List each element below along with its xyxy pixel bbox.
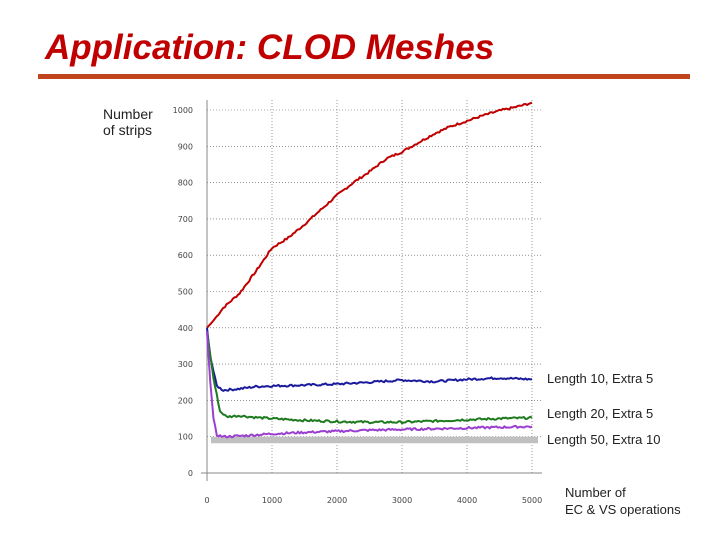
x-tick-label: 1000 <box>262 496 282 505</box>
x-tick-label: 2000 <box>327 496 347 505</box>
x-tick-label: 3000 <box>392 496 412 505</box>
y-tick-label: 500 <box>178 288 193 297</box>
y-axis-label-line: Number <box>103 106 153 122</box>
reference-band <box>211 436 538 444</box>
y-tick-label: 200 <box>178 396 193 405</box>
x-tick-label: 5000 <box>522 496 542 505</box>
legend-entry-length-20: Length 20, Extra 5 <box>547 406 654 421</box>
x-axis-label-line: Number of <box>565 485 626 500</box>
x-tick-label: 0 <box>204 496 209 505</box>
y-axis-label-line: of strips <box>103 122 153 138</box>
series-line-0 <box>206 101 533 329</box>
x-tick-label: 4000 <box>457 496 477 505</box>
x-axis-label-line: EC & VS operations <box>565 502 681 517</box>
title-underline <box>38 74 690 79</box>
y-tick-label: 800 <box>178 179 193 188</box>
y-tick-label: 400 <box>178 324 193 333</box>
series-line-1 <box>206 327 533 392</box>
y-tick-label: 0 <box>188 469 193 478</box>
y-tick-label: 100 <box>178 433 193 442</box>
series-line-3 <box>206 331 533 439</box>
legend-entry-length-50: Length 50, Extra 10 <box>547 432 661 447</box>
y-tick-label: 700 <box>178 215 193 224</box>
slide-title: Application: CLOD Meshes <box>45 28 495 67</box>
y-tick-label: 900 <box>178 142 193 151</box>
y-tick-label: 1000 <box>173 106 193 115</box>
y-axis-label: Number of strips <box>103 106 153 138</box>
y-tick-label: 600 <box>178 251 193 260</box>
legend-entry-length-10: Length 10, Extra 5 <box>547 371 654 386</box>
y-tick-label: 300 <box>178 360 193 369</box>
x-axis-label: Number of EC & VS operations <box>565 484 681 518</box>
series-line-2 <box>206 331 533 425</box>
